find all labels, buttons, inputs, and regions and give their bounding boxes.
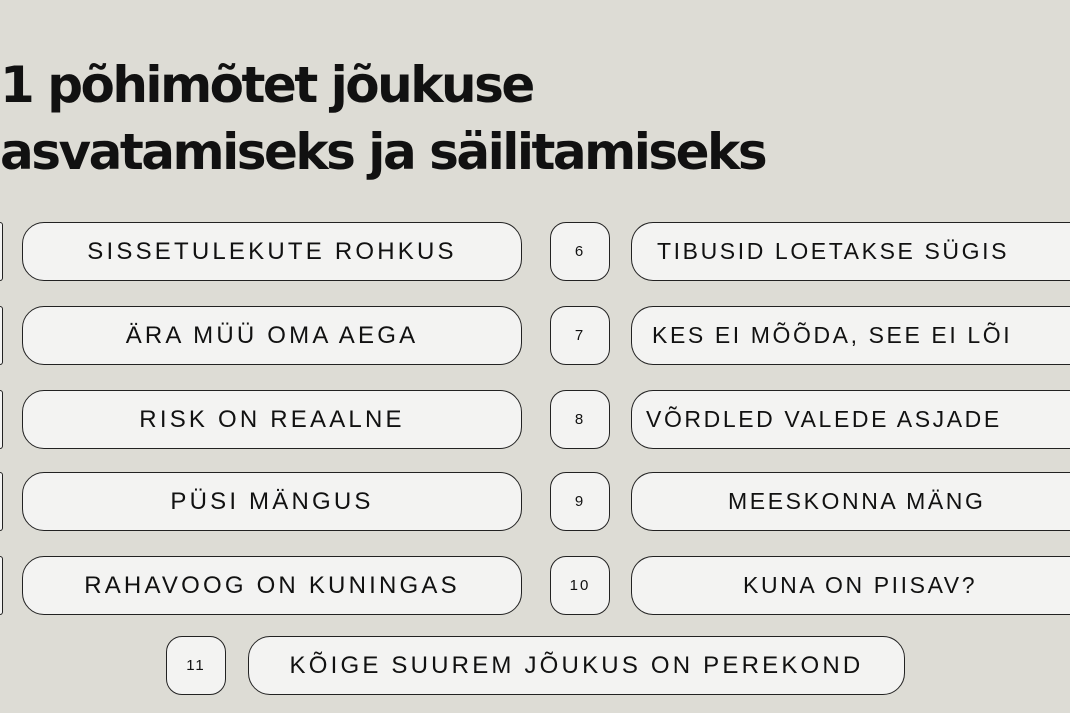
number-box-7: 7 [550,306,610,365]
principle-pill-3: RISK ON REAALNE [22,390,522,449]
number-box-4 [0,472,3,531]
number-box-11: 11 [166,636,226,695]
number-box-9: 9 [550,472,610,531]
principle-pill-8: VÕRDLED VALEDE ASJADE [631,390,1070,449]
principle-pill-9: MEESKONNA MÄNG [631,472,1070,531]
title-line-2: asvatamiseks ja säilitamiseks [0,123,768,181]
principle-pill-6: TIBUSID LOETAKSE SÜGIS [631,222,1070,281]
number-box-1 [0,222,3,281]
number-box-5 [0,556,3,615]
principle-pill-2: ÄRA MÜÜ OMA AEGA [22,306,522,365]
number-box-6: 6 [550,222,610,281]
principle-pill-5: RAHAVOOG ON KUNINGAS [22,556,522,615]
principle-pill-1: SISSETULEKUTE ROHKUS [22,222,522,281]
number-box-2 [0,306,3,365]
number-box-10: 10 [550,556,610,615]
principle-pill-7: KES EI MÕÕDA, SEE EI LÕI [631,306,1070,365]
number-box-8: 8 [550,390,610,449]
principle-pill-4: PÜSI MÄNGUS [22,472,522,531]
title-line-1: 1 põhimõtet jõukuse [0,56,535,114]
number-box-3 [0,390,3,449]
principle-pill-10: KUNA ON PIISAV? [631,556,1070,615]
principle-pill-11: KÕIGE SUUREM JÕUKUS ON PEREKOND [248,636,905,695]
